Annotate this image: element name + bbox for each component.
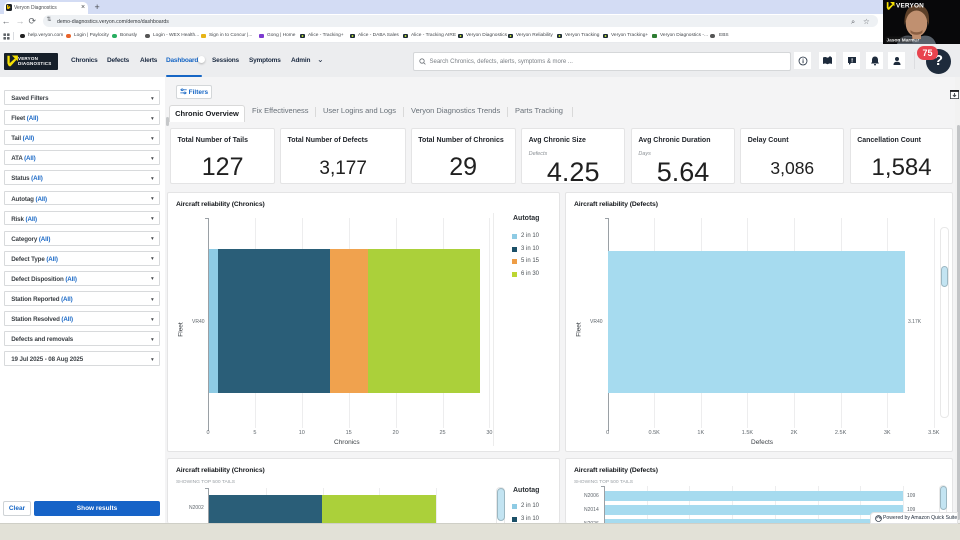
svg-text:VERYON: VERYON — [896, 3, 924, 10]
svg-text:Jason Marmur: Jason Marmur — [887, 38, 920, 44]
